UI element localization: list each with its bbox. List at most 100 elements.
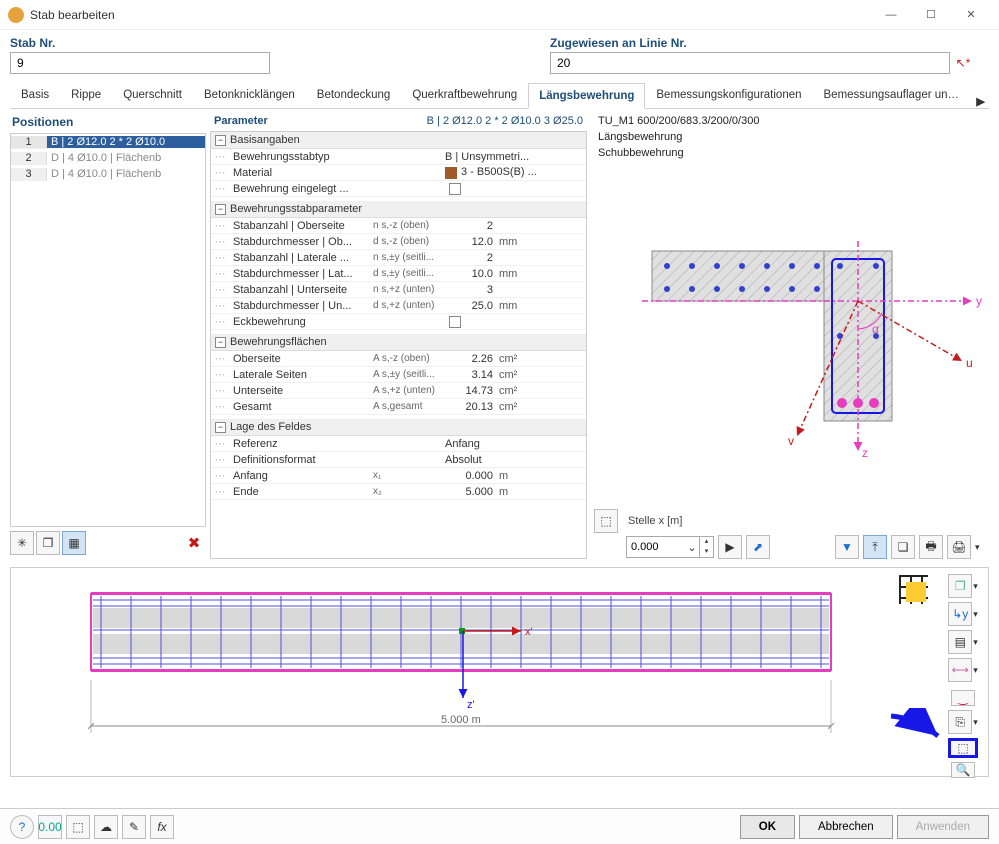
param-row[interactable]: ⋯Stabdurchmesser | Un...d s,+z (unten)25… (211, 298, 586, 314)
stelle-pick-button[interactable]: ⬈ (746, 535, 770, 559)
param-row[interactable]: ⋯Endex₂5.000m (211, 484, 586, 500)
app-icon (8, 7, 24, 23)
beam-panel: x' z' 5.000 m ❒▾ ↳y▾ ▤▾ ⟷▾ ‿ ⎘▾ ⬚ (10, 567, 989, 777)
tab-querkraftbewehrung[interactable]: Querkraftbewehrung (401, 82, 528, 108)
pos-toggle-button[interactable]: ▦ (62, 531, 86, 555)
param-row[interactable]: ⋯Stabanzahl | Oberseiten s,-z (oben)2 (211, 218, 586, 234)
section-thumbnail-icon (898, 574, 928, 604)
param-row[interactable]: ⋯Stabdurchmesser | Ob...d s,-z (oben)12.… (211, 234, 586, 250)
param-row[interactable]: ⋯OberseiteA s,-z (oben)2.26cm² (211, 351, 586, 367)
beam-length-label: 5.000 m (441, 714, 481, 726)
beam-copy-button[interactable]: ⎘ (948, 710, 972, 734)
positions-title: Positionen (10, 113, 206, 133)
param-row[interactable]: ⋯Eckbewehrung (211, 314, 586, 330)
beam-highlighted-button[interactable]: ⬚ (948, 738, 978, 758)
position-row[interactable]: 3D | 4 Ø10.0 | Flächenb (11, 166, 205, 182)
viewer-line-1: TU_M1 600/200/683.3/200/0/300 (592, 113, 989, 129)
close-button[interactable]: ✕ (951, 1, 991, 29)
bottom-bar: ? 0.00 ⬚ ☁ ✎ fx OK Abbrechen Anwenden (0, 808, 999, 844)
viewer-filter-button[interactable]: ▼ (835, 535, 859, 559)
cancel-button[interactable]: Abbrechen (799, 815, 893, 839)
axis-alpha-label: α (872, 322, 879, 336)
tab-scroll-right[interactable]: ▶ (972, 95, 989, 108)
pos-delete-button[interactable]: ✖ (182, 531, 206, 555)
param-row[interactable]: ⋯BewehrungsstabtypB | Unsymmetri... (211, 149, 586, 165)
minimize-button[interactable]: — (871, 1, 911, 29)
axis-z-label: z (862, 446, 868, 460)
stab-label: Stab Nr. (10, 36, 270, 50)
window-title: Stab bearbeiten (30, 8, 871, 22)
beam-smile-button[interactable]: ‿ (951, 690, 975, 706)
section-viewer[interactable]: y z u v α (592, 161, 989, 507)
param-group-header[interactable]: −Bewehrungsstabparameter (211, 201, 586, 218)
beam-zoom-button[interactable]: 🔍 (951, 762, 975, 778)
param-row[interactable]: ⋯DefinitionsformatAbsolut (211, 452, 586, 468)
param-row[interactable]: ⋯Stabanzahl | Unterseiten s,+z (unten)3 (211, 282, 586, 298)
bottom-tool-3[interactable]: ✎ (122, 815, 146, 839)
param-group-header[interactable]: −Lage des Feldes (211, 419, 586, 436)
param-row[interactable]: ⋯Stabdurchmesser | Lat...d s,±y (seitli.… (211, 266, 586, 282)
tab-längsbewehrung[interactable]: Längsbewehrung (528, 83, 645, 109)
stelle-input[interactable]: ⌄ ▴▾ (626, 536, 714, 558)
svg-text:x': x' (525, 626, 533, 638)
stab-input[interactable] (10, 52, 270, 74)
line-input[interactable] (550, 52, 950, 74)
apply-button[interactable]: Anwenden (897, 815, 989, 839)
positions-list: 1B | 2 Ø12.0 2 * 2 Ø10.02D | 4 Ø10.0 | F… (10, 133, 206, 527)
ok-button[interactable]: OK (740, 815, 795, 839)
param-grid: −Basisangaben⋯BewehrungsstabtypB | Unsym… (210, 131, 587, 559)
tab-bar: BasisRippeQuerschnittBetonknicklängenBet… (10, 82, 989, 109)
pick-line-icon[interactable]: ↖* (952, 52, 974, 74)
units-button[interactable]: 0.00 (38, 815, 62, 839)
tab-betonknicklängen[interactable]: Betonknicklängen (193, 82, 306, 108)
pos-new-button[interactable]: ✳ (10, 531, 34, 555)
viewer-3d-button[interactable]: ❏ (891, 535, 915, 559)
param-row[interactable]: ⋯ReferenzAnfang (211, 436, 586, 452)
param-row[interactable]: ⋯GesamtA s,gesamt20.13cm² (211, 399, 586, 415)
axis-u-label: u (966, 356, 973, 370)
param-row[interactable]: ⋯Bewehrung eingelegt ... (211, 181, 586, 197)
pos-copy-button[interactable]: ❐ (36, 531, 60, 555)
titlebar: Stab bearbeiten — ☐ ✕ (0, 0, 999, 30)
bottom-tool-4[interactable]: fx (150, 815, 174, 839)
maximize-button[interactable]: ☐ (911, 1, 951, 29)
bottom-tool-1[interactable]: ⬚ (66, 815, 90, 839)
tab-querschnitt[interactable]: Querschnitt (112, 82, 193, 108)
param-row[interactable]: ⋯Anfangx₁0.000m (211, 468, 586, 484)
tab-bemessungskonfigurationen[interactable]: Bemessungskonfigurationen (645, 82, 812, 108)
beam-viewer[interactable]: x' z' 5.000 m (11, 568, 938, 776)
position-row[interactable]: 1B | 2 Ø12.0 2 * 2 Ø10.0 (11, 134, 205, 150)
tab-rippe[interactable]: Rippe (60, 82, 112, 108)
beam-dim-button[interactable]: ⟷ (948, 658, 972, 682)
axis-y-label: y (976, 294, 982, 308)
bottom-tool-2[interactable]: ☁ (94, 815, 118, 839)
param-row[interactable]: ⋯UnterseiteA s,+z (unten)14.73cm² (211, 383, 586, 399)
tab-bemessungsauflager und du[interactable]: Bemessungsauflager und Du (813, 82, 973, 108)
params-desc: B | 2 Ø12.0 2 * 2 Ø10.0 3 Ø25.0 (427, 115, 583, 127)
tab-basis[interactable]: Basis (10, 82, 60, 108)
viewer-line-2: Längsbewehrung (592, 129, 989, 145)
help-button[interactable]: ? (10, 815, 34, 839)
viewer-line-3: Schubbewehrung (592, 145, 989, 161)
beam-view3d-button[interactable]: ❒ (948, 574, 972, 598)
param-row[interactable]: ⋯Material3 - B500S(B) ... (211, 165, 586, 181)
beam-side-toolbar: ❒▾ ↳y▾ ▤▾ ⟷▾ ‿ ⎘▾ ⬚ 🔍 (938, 568, 988, 776)
section-svg: y z u v α (592, 161, 990, 461)
viewer-printer-button[interactable]: 🖨 (947, 535, 971, 559)
param-group-header[interactable]: −Basisangaben (211, 132, 586, 149)
callout-arrow-icon (886, 708, 946, 748)
viewer-print-button[interactable]: 🖶 (919, 535, 943, 559)
viewer-tool-1[interactable]: ⬚ (594, 509, 618, 533)
param-group-header[interactable]: −Bewehrungsflächen (211, 334, 586, 351)
param-row[interactable]: ⋯Stabanzahl | Laterale ...n s,±y (seitli… (211, 250, 586, 266)
axis-v-label: v (788, 434, 794, 448)
params-title: Parameter (214, 115, 427, 127)
param-row[interactable]: ⋯Laterale SeitenA s,±y (seitli...3.14cm² (211, 367, 586, 383)
beam-axis-button[interactable]: ↳y (948, 602, 972, 626)
stelle-play-button[interactable]: ▶ (718, 535, 742, 559)
tab-betondeckung[interactable]: Betondeckung (306, 82, 402, 108)
viewer-export-button[interactable]: ⤒ (863, 535, 887, 559)
svg-text:z': z' (467, 699, 475, 711)
position-row[interactable]: 2D | 4 Ø10.0 | Flächenb (11, 150, 205, 166)
beam-layers-button[interactable]: ▤ (948, 630, 972, 654)
